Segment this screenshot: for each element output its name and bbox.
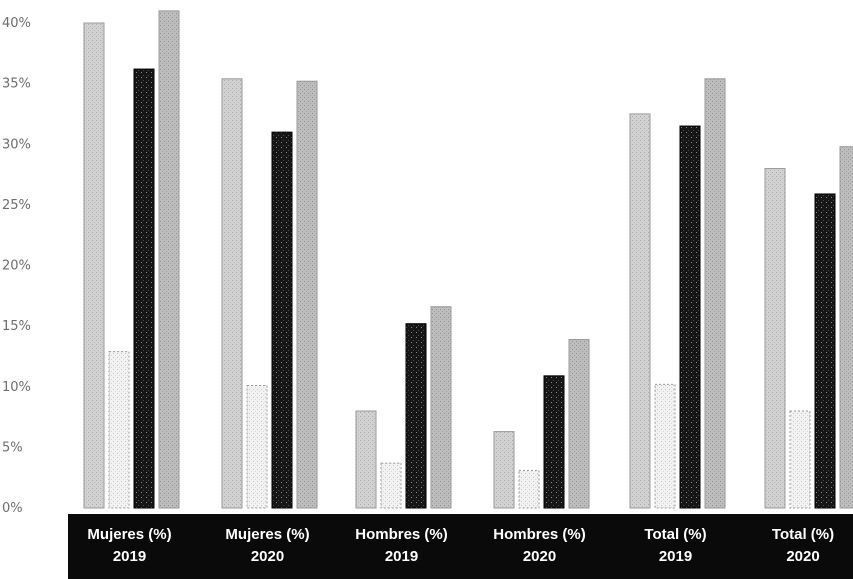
bar-series-2	[380, 462, 402, 509]
bar-series-4	[158, 10, 180, 509]
y-tick-label: 0%	[2, 501, 23, 516]
x-tick-label: Hombres (%)	[355, 526, 448, 543]
bar-series-2	[654, 383, 676, 509]
bar-series-4	[296, 80, 318, 509]
bar-series-4	[704, 78, 726, 509]
y-tick-label: 15%	[2, 319, 31, 334]
category-band	[68, 514, 853, 579]
bar-series-2	[518, 469, 540, 509]
bar-series-3	[543, 375, 565, 509]
x-tick-year-label: 2019	[659, 548, 692, 565]
y-tick-label: 5%	[2, 440, 23, 455]
x-axis: Mujeres (%) 2019 Mujeres (%) 2020 Hombres (%…	[68, 514, 853, 579]
bar-series-2	[246, 385, 268, 509]
x-tick-label: Total (%)	[644, 526, 706, 543]
x-tick-year-label: 2019	[113, 548, 146, 565]
bar-series-3	[679, 125, 701, 509]
bar-series-1	[83, 22, 105, 509]
x-tick-label: Mujeres (%)	[87, 526, 171, 543]
bar-series-4	[839, 146, 853, 509]
bar-series-2	[789, 410, 811, 509]
bar-series-3	[814, 193, 836, 509]
bar-series-1	[493, 431, 515, 509]
bar-series-1	[355, 410, 377, 509]
bar-series-2	[108, 351, 130, 509]
x-tick-label: Mujeres (%)	[225, 526, 309, 543]
bar-series-1	[221, 78, 243, 509]
y-tick-label: 40%	[2, 16, 31, 31]
bar-series-1	[764, 168, 786, 509]
x-tick-year-label: 2020	[251, 548, 284, 565]
bar-series-4	[430, 306, 452, 509]
x-tick-label: Hombres (%)	[493, 526, 586, 543]
bars	[83, 10, 853, 509]
bar-series-3	[405, 323, 427, 509]
x-tick-year-label: 2019	[385, 548, 418, 565]
bar-series-1	[629, 113, 651, 509]
y-tick-label: 10%	[2, 380, 31, 395]
bar-series-4	[568, 338, 590, 509]
x-tick-year-label: 2020	[786, 548, 819, 565]
x-tick-label: Total (%)	[772, 526, 834, 543]
bar-series-3	[271, 131, 293, 509]
bar-series-3	[133, 68, 155, 509]
y-tick-label: 30%	[2, 137, 31, 152]
y-tick-label: 35%	[2, 77, 31, 92]
y-tick-label: 25%	[2, 198, 31, 213]
y-tick-label: 20%	[2, 259, 31, 274]
y-axis: 0% 5% 10% 15% 20% 25% 30% 35% 40%	[2, 16, 31, 516]
x-tick-year-label: 2020	[523, 548, 556, 565]
